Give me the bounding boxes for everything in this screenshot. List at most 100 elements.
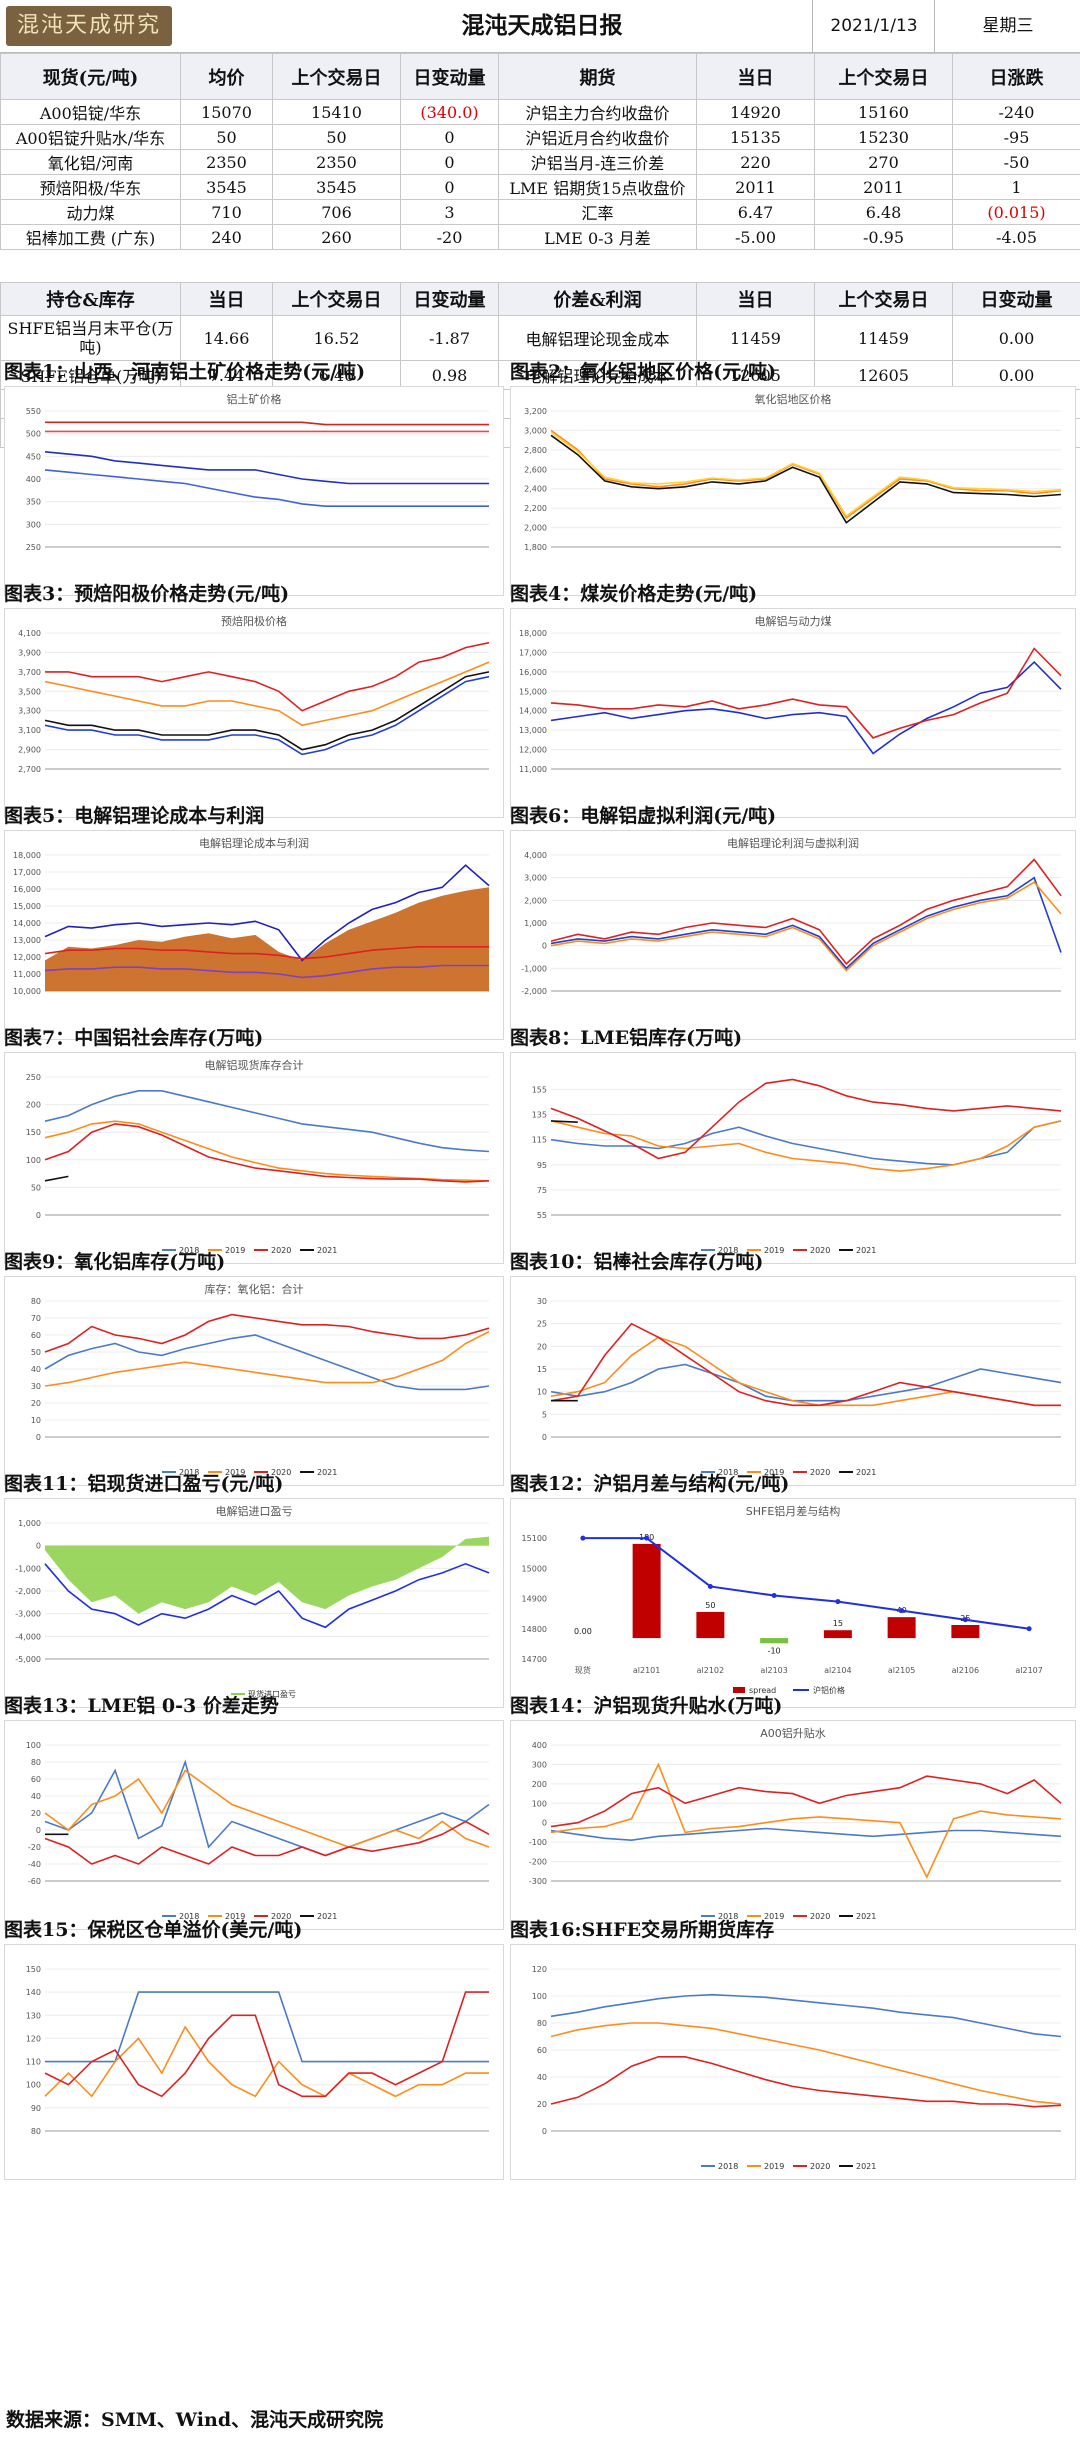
series-line bbox=[44, 1759, 490, 1857]
column-header: 上个交易日 bbox=[814, 53, 953, 100]
y-tick-label: 130 bbox=[26, 2011, 41, 2020]
table-cell: 0 bbox=[400, 149, 499, 175]
y-tick-label: 18,000 bbox=[519, 629, 547, 638]
table-cell: 氧化铝/河南 bbox=[0, 149, 181, 175]
chart-caption: 图表12：沪铝月差与结构(元/吨) bbox=[510, 1473, 790, 1495]
y-tick-label: 30 bbox=[537, 1297, 547, 1306]
series-line bbox=[550, 647, 1062, 739]
legend-label: 2019 bbox=[764, 1468, 784, 1477]
table-cell: 6.47 bbox=[696, 199, 815, 225]
x-tick-label: 现货 bbox=[575, 1665, 591, 1675]
series-line bbox=[550, 1993, 1062, 2038]
brand-logo: 混沌天成研究院 bbox=[6, 6, 172, 78]
table-cell: 260 bbox=[272, 224, 401, 250]
y-tick-label: 200 bbox=[532, 1780, 547, 1789]
legend-label: 现货进口盈亏 bbox=[248, 1689, 296, 1699]
chart-panel: 电解铝理论利润与虚拟利润 -2,000 -1,000 0 1,000 2,000 3,000… bbox=[510, 830, 1076, 1040]
series-line bbox=[45, 1991, 489, 2063]
table-cell: 2350 bbox=[272, 149, 401, 175]
y-tick-label: 5 bbox=[542, 1410, 547, 1419]
series-line bbox=[44, 1120, 490, 1182]
y-tick-label: 250 bbox=[26, 1073, 41, 1082]
y-tick-label: 400 bbox=[532, 1741, 547, 1750]
y-tick-label: 0 bbox=[36, 1826, 41, 1835]
y-tick-label: 0 bbox=[542, 1819, 547, 1828]
bar-value-label: -10 bbox=[768, 1646, 781, 1655]
chart-caption: 图表7：中国铝社会库存(万吨) bbox=[4, 1027, 264, 1049]
y-tick-label: 1,000 bbox=[524, 919, 547, 928]
table-row: SHFE铝当月末平仓(万吨) 14.66 16.52 -1.87 电解铝理论现金成本 11… bbox=[0, 315, 1080, 361]
chart-inner-title: 电解铝理论成本与利润 bbox=[199, 836, 309, 850]
y-tick-label: 14700 bbox=[522, 1655, 547, 1664]
series-area bbox=[45, 1536, 489, 1614]
legend-label: 2020 bbox=[810, 1468, 830, 1477]
column-header: 持仓&库存 bbox=[0, 282, 181, 316]
table-cell: 汇率 bbox=[498, 199, 697, 225]
y-tick-label: -40 bbox=[28, 1860, 41, 1869]
series-line bbox=[550, 1078, 1062, 1160]
column-header: 均价 bbox=[180, 53, 273, 100]
series-line bbox=[45, 641, 490, 712]
y-tick-label: 140 bbox=[26, 1988, 41, 1997]
table-cell: -4.05 bbox=[952, 224, 1080, 250]
table-row: A00铝锭/华东 15070 15410 (340.0) 沪铝主力合约收盘价 14920 1… bbox=[0, 99, 1080, 125]
y-tick-label: 155 bbox=[532, 1086, 547, 1095]
table-cell: 0.00 bbox=[952, 315, 1080, 361]
series-line bbox=[44, 1175, 69, 1182]
y-tick-label: -2,000 bbox=[15, 1587, 41, 1596]
column-header: 当日 bbox=[180, 282, 273, 316]
table-cell: (0.015) bbox=[952, 199, 1080, 225]
y-tick-label: 10 bbox=[31, 1416, 41, 1425]
y-tick-label: 15,000 bbox=[519, 687, 547, 696]
chart-panel: A00铝升贴水 -300 -200 -100 0 100 200 300 400 2018 2019… bbox=[510, 1720, 1076, 1930]
table-cell: 沪铝近月合约收盘价 bbox=[498, 124, 697, 150]
table-row: A00铝锭升贴水/华东 50 50 0 沪铝近月合约收盘价 15135 15230 -95 bbox=[0, 124, 1080, 150]
y-tick-label: 115 bbox=[532, 1136, 547, 1145]
legend-label: 2020 bbox=[271, 1912, 291, 1921]
series-area bbox=[45, 887, 489, 991]
chart-caption: 图表14：沪铝现货升贴水(万吨) bbox=[510, 1695, 783, 1717]
column-header: 上个交易日 bbox=[272, 53, 401, 100]
table-cell: 270 bbox=[814, 149, 953, 175]
report-header: 混沌天成研究院 混沌天成铝日报 2021/1/13 星期三 bbox=[0, 0, 1080, 78]
series-line bbox=[44, 675, 490, 756]
chart-caption: 图表16:SHFE交易所期货库存 bbox=[510, 1919, 775, 1941]
series-line bbox=[550, 660, 1062, 755]
table-header-row: 现货(元/吨) 均价 上个交易日 日变动量 期货 当日 上个交易日 日涨跌 bbox=[0, 53, 1080, 100]
chart-svg: SHFE铝月差与结构 14700 14800 14900 15000 15100 0.00 现… bbox=[522, 1504, 1043, 1695]
price-point bbox=[707, 1583, 713, 1589]
price-point bbox=[1026, 1626, 1032, 1632]
legend-label: 2018 bbox=[179, 1468, 199, 1477]
table-cell: -20 bbox=[400, 224, 499, 250]
y-tick-label: 1,000 bbox=[18, 1519, 41, 1528]
legend-label: 2021 bbox=[856, 2162, 876, 2171]
y-tick-label: 3,200 bbox=[524, 407, 547, 416]
y-tick-label: 75 bbox=[537, 1186, 547, 1195]
y-tick-label: 2,800 bbox=[524, 446, 547, 455]
y-tick-label: 3,100 bbox=[18, 726, 41, 735]
legend-label: 2018 bbox=[718, 1246, 738, 1255]
chart-caption: 图表4：煤炭价格走势(元/吨) bbox=[510, 583, 758, 605]
y-tick-label: 40 bbox=[537, 2073, 547, 2082]
series-line bbox=[550, 1775, 1062, 1828]
y-tick-label: 20 bbox=[537, 2100, 547, 2109]
legend-label: 2019 bbox=[225, 1246, 245, 1255]
series-line bbox=[44, 661, 490, 727]
y-tick-label: 3,700 bbox=[18, 668, 41, 677]
table-cell: (340.0) bbox=[400, 99, 499, 125]
series-line bbox=[550, 2022, 1062, 2105]
legend-label: 2018 bbox=[718, 1468, 738, 1477]
y-tick-label: 12,000 bbox=[13, 953, 41, 962]
y-tick-label: 15100 bbox=[522, 1534, 547, 1543]
y-tick-label: 20 bbox=[31, 1399, 41, 1408]
legend-label: 2019 bbox=[225, 1468, 245, 1477]
y-tick-label: 135 bbox=[532, 1111, 547, 1120]
chart-inner-title: 预焙阳极价格 bbox=[221, 614, 287, 628]
table-cell: 沪铝主力合约收盘价 bbox=[498, 99, 697, 125]
y-tick-label: 0 bbox=[542, 2127, 547, 2136]
series-line bbox=[550, 434, 1062, 524]
table-cell: 电解铝理论完全成本 bbox=[498, 360, 697, 390]
y-tick-label: 0 bbox=[36, 1433, 41, 1442]
y-tick-label: 3,000 bbox=[524, 874, 547, 883]
